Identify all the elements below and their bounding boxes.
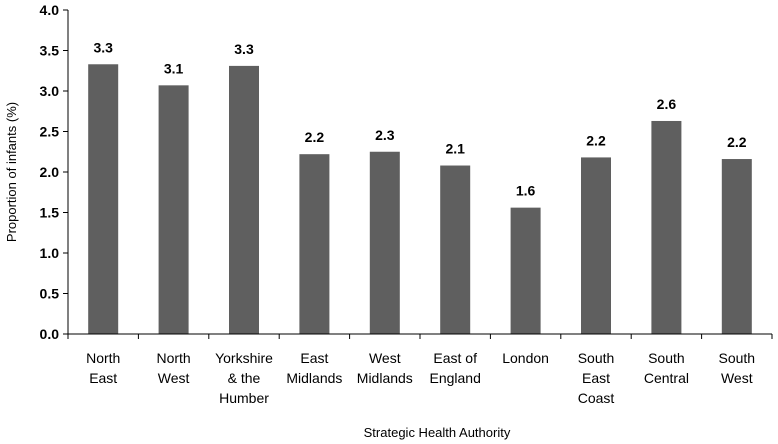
bar (440, 165, 471, 334)
x-category-label: West Midlands (357, 350, 413, 386)
bar (581, 157, 611, 334)
x-category-label: East Midlands (286, 350, 342, 386)
y-axis-ticks: 0.0 0.5 1.0 1.5 2.0 2.5 3.0 3.5 4.0 (40, 2, 68, 342)
bar (369, 151, 400, 334)
data-labels: 3.3 3.1 3.3 2.2 2.3 2.1 1.6 2.2 2.6 2.2 (93, 39, 746, 198)
y-tick-label: 1.5 (40, 205, 60, 221)
bar (229, 65, 259, 334)
data-label: 2.2 (586, 132, 606, 148)
y-tick-label: 0.5 (40, 286, 60, 302)
data-label: 2.3 (375, 127, 395, 143)
x-category-label: South West (719, 350, 756, 386)
x-category-label: South Central (644, 350, 689, 386)
x-axis-title: Strategic Health Authority (364, 425, 511, 440)
x-category-label: South East Coast (578, 350, 615, 406)
y-tick-label: 4.0 (40, 2, 60, 18)
bar (510, 207, 541, 334)
x-axis-categories: North East North West Yorkshire & the Humber Ea… (67, 334, 773, 406)
bar (721, 159, 752, 334)
x-category-label: North West (156, 350, 190, 386)
bar (651, 120, 682, 334)
y-tick-label: 2.0 (40, 164, 60, 180)
x-category-label: North East (86, 350, 120, 386)
bars (88, 64, 752, 335)
data-label: 2.2 (305, 129, 325, 145)
y-tick-label: 3.5 (40, 43, 60, 59)
y-tick-label: 1.0 (40, 245, 60, 261)
data-label: 1.6 (516, 183, 536, 199)
data-label: 2.1 (445, 141, 465, 157)
x-category-label: East of England (430, 350, 481, 386)
y-axis-title: Proportion of infants (%) (4, 102, 19, 242)
x-category-label: Yorkshire & the Humber (215, 350, 273, 406)
data-label: 3.3 (93, 39, 113, 55)
data-label: 2.2 (727, 134, 747, 150)
data-label: 3.1 (164, 60, 184, 76)
bar (88, 64, 119, 335)
x-category-label: London (502, 350, 549, 366)
y-tick-label: 0.0 (40, 326, 60, 342)
data-label: 3.3 (234, 41, 254, 57)
data-label: 2.6 (657, 96, 677, 112)
bar (158, 85, 189, 334)
y-tick-label: 3.0 (40, 83, 60, 99)
y-tick-label: 2.5 (40, 124, 60, 140)
bar (299, 154, 330, 334)
